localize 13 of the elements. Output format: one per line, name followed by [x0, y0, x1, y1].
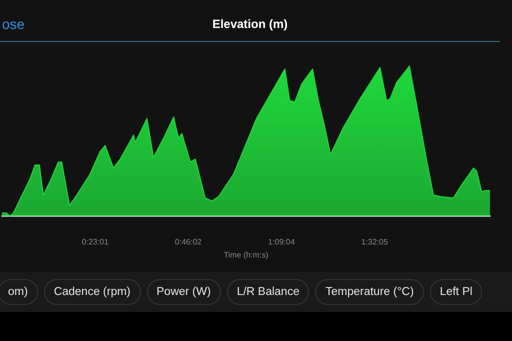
- x-axis-title: Time (h:m:s): [224, 250, 269, 260]
- text: ose: [2, 16, 25, 32]
- x-tick-label: 1:32:05: [361, 238, 388, 246]
- text: om): [0, 279, 38, 305]
- x-tick-label: 0:23:01: [82, 238, 110, 246]
- chart-title: Elevation (m): [212, 17, 288, 31]
- text: Left Pl: [430, 279, 482, 305]
- text: L/R Balance: [226, 279, 310, 305]
- x-tick-label: 0:46:02: [174, 238, 202, 246]
- text: Power (W): [146, 279, 221, 305]
- text: Temperature (°C): [315, 279, 424, 305]
- text: Cadence (rpm): [44, 279, 141, 305]
- x-tick-label: 1:09:04: [268, 238, 296, 246]
